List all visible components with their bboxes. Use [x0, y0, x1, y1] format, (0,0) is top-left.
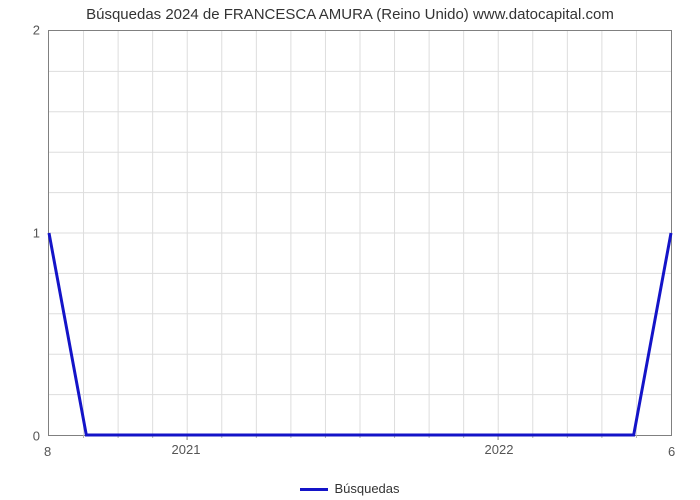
- x-tick-2022: 2022: [485, 442, 514, 457]
- series-line: [49, 31, 671, 435]
- x-tick-2021: 2021: [172, 442, 201, 457]
- chart-title: Búsquedas 2024 de FRANCESCA AMURA (Reino…: [0, 6, 700, 23]
- y-tick-0: 0: [33, 429, 40, 444]
- legend-label: Búsquedas: [334, 481, 399, 496]
- legend-swatch: [300, 488, 328, 491]
- corner-right-label: 6: [668, 444, 675, 459]
- y-tick-2: 2: [33, 23, 40, 38]
- corner-left-label: 8: [44, 444, 51, 459]
- legend: Búsquedas: [0, 481, 700, 496]
- chart-container: Búsquedas 2024 de FRANCESCA AMURA (Reino…: [0, 0, 700, 500]
- plot-area: [48, 30, 672, 436]
- y-tick-1: 1: [33, 226, 40, 241]
